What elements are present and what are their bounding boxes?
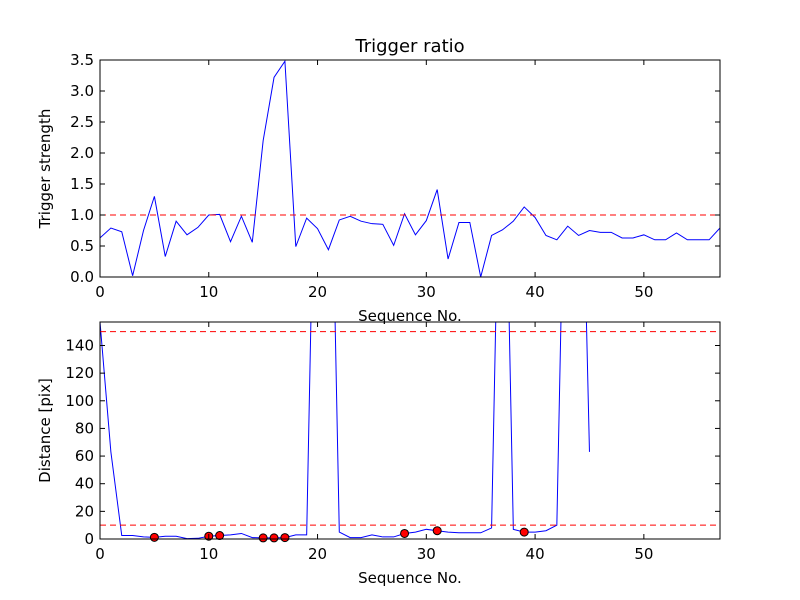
y-tick-label: 3.0: [70, 82, 94, 100]
x-tick-label: 0: [95, 283, 105, 301]
trigger-marker: [519, 527, 529, 537]
y-tick-label: 40: [75, 475, 94, 493]
y-tick-label: 0.5: [70, 237, 94, 255]
y-tick-label: 60: [75, 447, 94, 465]
x-tick-label: 10: [199, 545, 218, 563]
y-tick-label: 80: [75, 419, 94, 437]
data-series-line: [100, 322, 590, 539]
y-axis-label: Trigger strength: [36, 109, 54, 230]
distance-panel: 0 10 20 30 40 50 0 20 40 60 80 100 120 140 Sequence No…: [36, 321, 721, 587]
y-tick-label: 0.0: [70, 268, 94, 286]
x-tick-label: 40: [526, 545, 545, 563]
x-tick-label: 10: [199, 283, 218, 301]
axes-frame: [99, 321, 721, 540]
x-axis-label: Sequence No.: [358, 569, 462, 587]
x-tick-label: 20: [308, 283, 327, 301]
x-tick-label: 50: [634, 545, 653, 563]
y-tick-label: 2.5: [70, 113, 94, 131]
y-tick-label: 140: [65, 336, 94, 354]
x-tick-label: 0: [95, 545, 105, 563]
y-tick-label: 100: [65, 392, 94, 410]
y-tick-label: 3.5: [70, 51, 94, 69]
x-tick-label: 50: [634, 283, 653, 301]
data-series-line: [100, 60, 720, 277]
y-axis-label: Distance [pix]: [36, 378, 54, 483]
x-axis-label: Sequence No.: [358, 307, 462, 325]
trigger-marker: [432, 526, 442, 536]
trigger-marker: [400, 528, 410, 538]
trigger-marker: [269, 533, 279, 543]
trigger-ratio-panel: 0 10 20 30 40 50 0.0 0.5 1.0 1.5 2.0 2.5 3.0 3.5 Trigg…: [36, 36, 721, 325]
y-tick-label: 1.0: [70, 206, 94, 224]
trigger-marker: [280, 533, 290, 543]
y-tick-label: 20: [75, 502, 94, 520]
x-tick-label: 20: [308, 545, 327, 563]
chart-title: Trigger ratio: [354, 36, 464, 57]
y-tick-label: 2.0: [70, 144, 94, 162]
trigger-marker: [215, 531, 225, 541]
y-tick-label: 120: [65, 364, 94, 382]
x-tick-label: 40: [526, 283, 545, 301]
x-tick-label: 30: [417, 283, 436, 301]
axes-frame: [99, 59, 721, 278]
x-tick-label: 30: [417, 545, 436, 563]
trigger-marker: [258, 533, 268, 543]
y-tick-label: 1.5: [70, 175, 94, 193]
trigger-marker: [149, 532, 159, 542]
y-tick-label: 0: [84, 530, 94, 548]
